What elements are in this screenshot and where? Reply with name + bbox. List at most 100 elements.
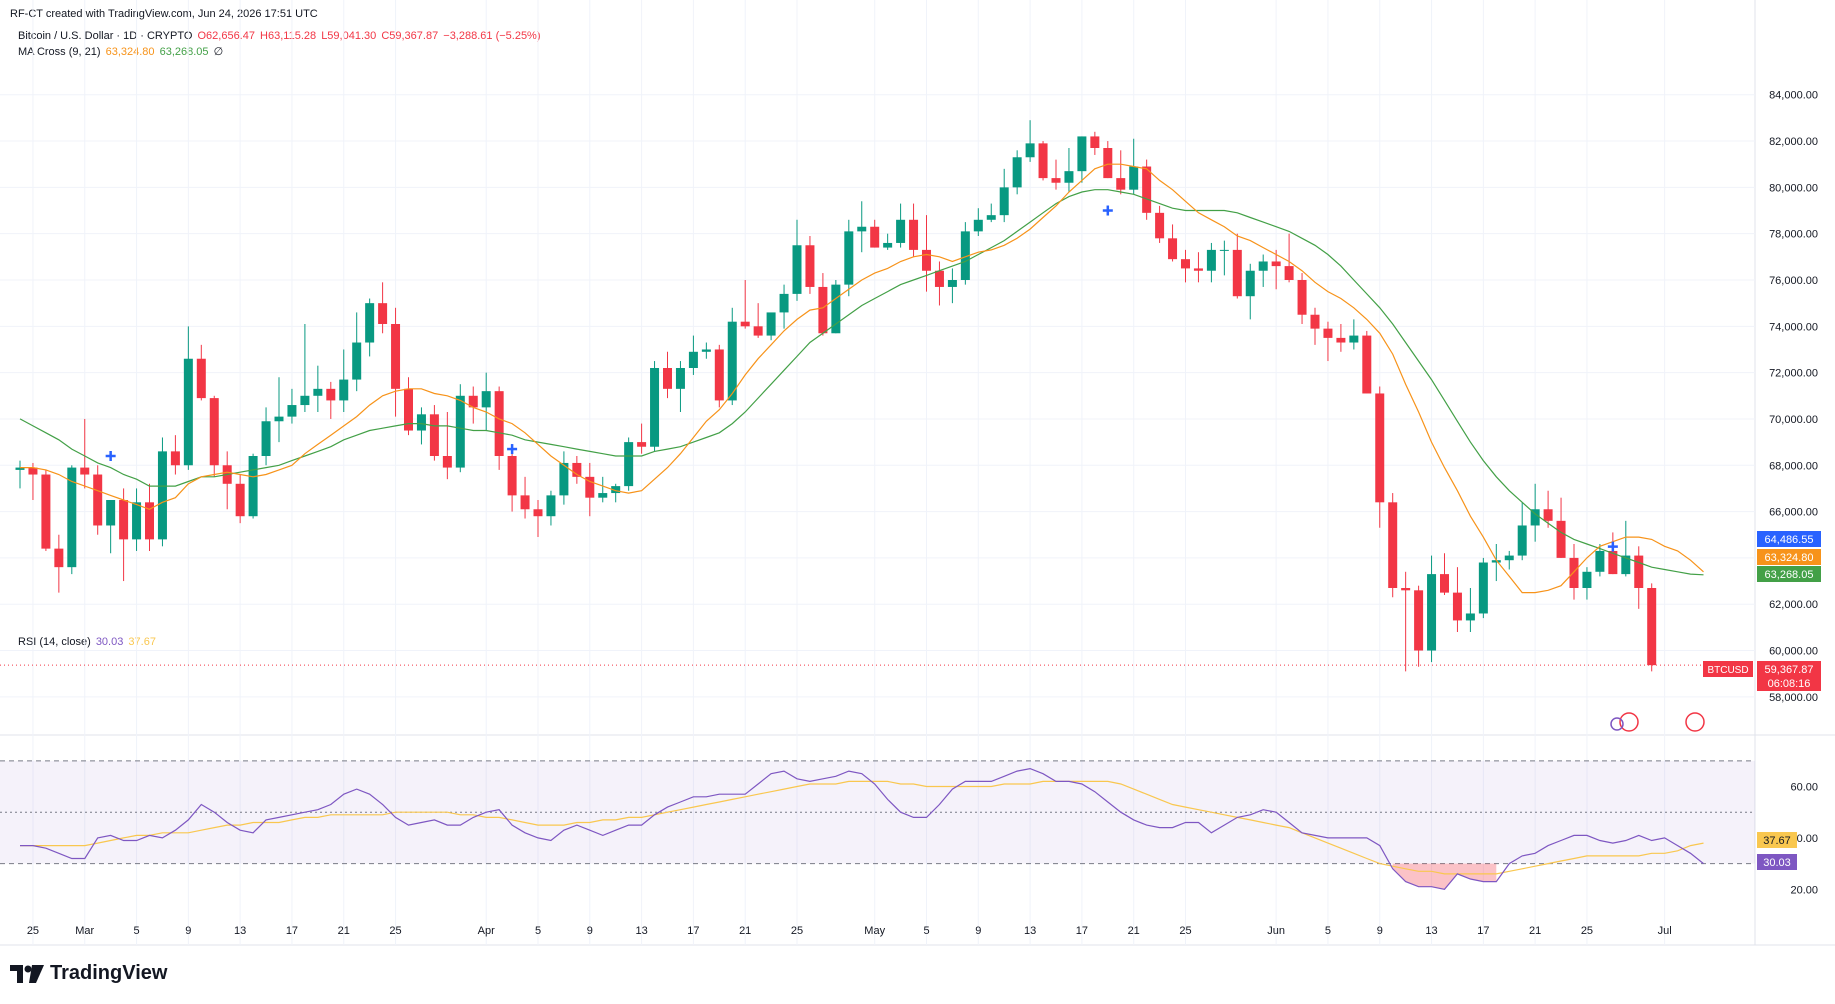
candle-body bbox=[1051, 178, 1061, 183]
candle-body bbox=[416, 414, 426, 431]
candle-body bbox=[106, 500, 116, 526]
candle bbox=[779, 284, 789, 329]
ohlc-high: H63,115.28 bbox=[260, 30, 317, 42]
price-tick-label: 70,000.00 bbox=[1769, 414, 1818, 426]
candle bbox=[999, 168, 1009, 223]
candle bbox=[1064, 148, 1074, 192]
candle bbox=[1582, 567, 1592, 600]
candle-body bbox=[391, 324, 401, 389]
time-tick-label: 5 bbox=[1325, 925, 1331, 937]
time-tick-label: 13 bbox=[635, 925, 647, 937]
candle-body bbox=[145, 502, 154, 540]
candle bbox=[934, 261, 944, 306]
candle-body bbox=[442, 456, 452, 468]
candle-body bbox=[1517, 525, 1527, 556]
candle bbox=[818, 273, 828, 336]
candle-body bbox=[1530, 509, 1540, 526]
candle-body bbox=[520, 495, 530, 510]
candle bbox=[922, 215, 931, 292]
tradingview-logo[interactable]: TradingView bbox=[10, 962, 167, 985]
countdown-label: 06:08:16 bbox=[1768, 678, 1811, 690]
candle bbox=[235, 474, 245, 524]
candle bbox=[1116, 150, 1126, 195]
candle-body bbox=[896, 219, 906, 243]
candle-body bbox=[870, 226, 880, 248]
candle-body bbox=[1323, 328, 1333, 338]
event-icons[interactable] bbox=[1610, 712, 1705, 732]
candle-body bbox=[1168, 238, 1178, 260]
last-price-tag: 59,367.87 06:08:16 bbox=[1757, 661, 1821, 691]
candle bbox=[546, 490, 556, 526]
time-tick-label: 21 bbox=[1529, 925, 1541, 937]
cross-marker bbox=[507, 444, 518, 455]
candle bbox=[714, 344, 724, 408]
candle bbox=[831, 280, 841, 334]
candle-body bbox=[1245, 270, 1255, 297]
candle-body bbox=[1012, 157, 1022, 188]
rsi-band bbox=[0, 760, 1755, 864]
event-flag-icon bbox=[1619, 712, 1639, 732]
candle-body bbox=[287, 405, 297, 417]
svg-text:64,486.55: 64,486.55 bbox=[1765, 534, 1814, 546]
candle-body bbox=[999, 187, 1009, 216]
candle bbox=[442, 412, 452, 480]
rsi-legend[interactable]: RSI (14, close) 30.03 37.67 bbox=[18, 636, 158, 648]
time-tick-label: 9 bbox=[185, 925, 191, 937]
event-flag-icon bbox=[1685, 712, 1705, 732]
price-tick-label: 58,000.00 bbox=[1769, 692, 1818, 704]
cross-price-tag: 64,486.55 bbox=[1757, 531, 1821, 547]
candle-body bbox=[248, 456, 258, 517]
rsi-tag: 30.03 bbox=[1757, 854, 1797, 870]
candle-body bbox=[1038, 143, 1048, 179]
price-tick-label: 82,000.00 bbox=[1769, 136, 1818, 148]
candle-body bbox=[1427, 574, 1437, 651]
svg-text:BTCUSD: BTCUSD bbox=[1707, 665, 1748, 676]
candle bbox=[248, 453, 258, 519]
symbol-legend: Bitcoin / U.S. Dollar · 1D · CRYPTO O62,… bbox=[18, 30, 543, 42]
svg-text:59,367.87: 59,367.87 bbox=[1765, 664, 1814, 676]
candle-body bbox=[494, 391, 504, 456]
candle bbox=[1336, 324, 1346, 352]
candle-body bbox=[41, 474, 51, 549]
cross-marker bbox=[1102, 205, 1113, 216]
candle bbox=[54, 534, 64, 593]
candle bbox=[1310, 307, 1320, 345]
candle bbox=[1232, 233, 1242, 299]
candle-body bbox=[378, 303, 388, 324]
candle bbox=[157, 437, 167, 547]
candle bbox=[391, 307, 401, 417]
price-tick-label: 76,000.00 bbox=[1769, 275, 1818, 287]
candle-body bbox=[1077, 136, 1087, 172]
ma-extra: ∅ bbox=[213, 46, 224, 58]
candle-body bbox=[572, 462, 582, 477]
candle bbox=[80, 418, 90, 489]
candle-body bbox=[909, 219, 919, 250]
candle-body bbox=[1569, 557, 1579, 588]
candle-body bbox=[1349, 335, 1359, 343]
ohlc-change: −3,288.61 (−5.25%) bbox=[443, 30, 541, 42]
candle-body bbox=[352, 342, 362, 380]
candle-body bbox=[1465, 613, 1475, 621]
ma-legend[interactable]: MA Cross (9, 21) 63,324.80 63,268.05 ∅ bbox=[18, 45, 225, 58]
candle-body bbox=[714, 349, 724, 401]
candle-body bbox=[973, 219, 983, 232]
candle-body bbox=[1193, 268, 1203, 271]
time-tick-label: 5 bbox=[133, 925, 139, 937]
rsi-ma-tag: 37.67 bbox=[1757, 832, 1797, 848]
candle bbox=[196, 344, 206, 401]
candle bbox=[352, 312, 362, 392]
candle bbox=[1465, 588, 1475, 632]
candle-body bbox=[80, 467, 90, 475]
candle-body bbox=[1452, 592, 1462, 621]
candle bbox=[1012, 150, 1022, 195]
candle-body bbox=[1155, 212, 1165, 239]
candle bbox=[1440, 553, 1449, 595]
candle bbox=[1517, 502, 1527, 561]
candle bbox=[67, 465, 77, 575]
candle bbox=[106, 500, 116, 554]
candle-body bbox=[1440, 574, 1449, 593]
candle bbox=[1556, 497, 1566, 558]
candle-body bbox=[986, 215, 996, 220]
candle bbox=[1271, 249, 1281, 290]
